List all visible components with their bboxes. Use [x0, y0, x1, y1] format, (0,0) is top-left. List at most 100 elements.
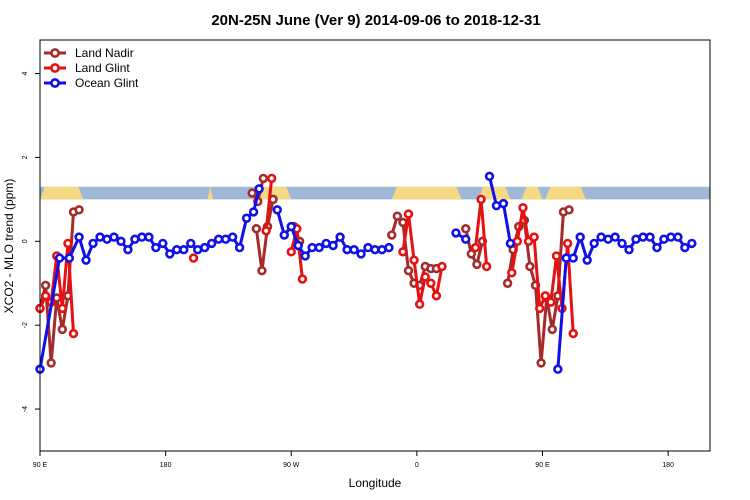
series-0	[35, 173, 574, 368]
series-1-point-6-0	[507, 268, 517, 278]
series-layer	[35, 171, 697, 374]
series-0-point-4-3	[403, 265, 414, 276]
series-0-point-4-0	[387, 230, 397, 240]
series-0-point-5-1	[466, 249, 477, 259]
series-2-point-4-5	[589, 238, 599, 249]
series-1-point-4-3	[414, 299, 425, 309]
series-1-point-0-4	[57, 303, 68, 314]
series-2-point-3-2	[498, 198, 509, 209]
series-2	[35, 171, 697, 374]
series-1-point-6-10	[562, 238, 573, 249]
y-axis: -4 -2 0 2 4	[22, 72, 40, 412]
series-0-point-5-0	[461, 224, 471, 234]
x-tick-label-1: 180	[160, 462, 172, 469]
series-2-point-0-4	[81, 255, 91, 265]
y-tick-label-3: 2	[22, 155, 29, 159]
land-segment-3	[391, 186, 462, 200]
legend-marker-2	[50, 78, 60, 88]
series-2-point-1-0	[272, 205, 282, 215]
series-2-point-0-1	[54, 253, 65, 263]
series-2-point-0-5	[88, 238, 98, 249]
land-segment-0	[40, 186, 84, 200]
series-2-line-4	[556, 235, 693, 370]
series-2-point-0-29	[254, 184, 264, 194]
series-1-point-4-2	[409, 255, 419, 265]
series-1-point-5-2	[481, 261, 492, 272]
series-2-point-0-16	[165, 249, 175, 259]
series-1-point-6-8	[551, 251, 562, 261]
series-2-point-0-19	[186, 238, 196, 249]
x-axis-label: Longitude	[349, 476, 402, 490]
series-2-point-0-8	[109, 232, 119, 242]
series-1-line-4	[401, 212, 444, 306]
series-0-point-6-0	[502, 278, 513, 288]
series-2-point-4-3	[575, 232, 585, 242]
land-segment-5	[521, 186, 543, 200]
series-2-point-0-22	[206, 238, 217, 249]
x-tick-label-0: 90 E	[33, 462, 48, 469]
series-1-point-6-7	[546, 297, 556, 307]
series-1-point-4-4	[420, 272, 430, 282]
y-tick-label-4: 4	[22, 72, 29, 76]
y-tick-label-1: -2	[22, 322, 29, 328]
series-1-point-3-2	[297, 274, 308, 284]
series-2-point-0-14	[151, 242, 161, 253]
series-2-point-1-2	[286, 221, 296, 232]
series-2-point-4-2	[568, 253, 578, 263]
x-tick-label-3: 0	[415, 462, 419, 469]
series-1-point-6-2	[518, 203, 528, 213]
series-1-point-4-5	[426, 278, 436, 288]
series-2-point-2-0	[451, 228, 461, 238]
series-2-point-1-8	[328, 240, 338, 251]
series-2-point-4-14	[652, 242, 662, 253]
series-1-point-4-0	[398, 247, 408, 257]
series-0-point-6-11	[564, 205, 574, 215]
series-0-point-4-2	[398, 217, 408, 228]
series-2-line-3	[487, 175, 512, 244]
series-1-line-2	[264, 178, 274, 231]
series-2-point-0-13	[144, 232, 154, 242]
series-0-point-0-7	[74, 205, 84, 215]
series-2-point-1-4	[300, 251, 310, 261]
x-tick-label-5: 180	[662, 462, 674, 469]
series-2-point-4-17	[673, 232, 683, 242]
series-2-point-0-10	[123, 244, 133, 255]
series-2-point-4-19	[687, 238, 697, 249]
series-1-point-4-1	[403, 209, 414, 219]
series-2-point-1-12	[356, 249, 366, 259]
series-1-point-0-1	[40, 291, 51, 301]
series-2-point-0-9	[116, 236, 126, 247]
series-2-point-0-2	[64, 253, 75, 263]
series-1-point-0-5	[63, 238, 73, 249]
x-tick-label-4: 90 E	[535, 462, 550, 469]
series-2-point-3-0	[484, 171, 495, 182]
series-2-point-4-9	[617, 238, 627, 249]
plot-frame	[39, 39, 711, 452]
series-0-point-6-6	[536, 358, 546, 368]
series-1-point-0-6	[68, 328, 79, 339]
series-0-point-0-4	[57, 324, 68, 335]
series-2-point-1-9	[335, 232, 345, 242]
series-1-point-4-7	[437, 261, 447, 272]
series-0-point-0-2	[46, 358, 56, 368]
series-0-point-2-0	[251, 224, 262, 234]
series-0-point-0-1	[40, 280, 51, 291]
series-2-point-0-27	[241, 213, 252, 223]
series-1-point-5-0	[470, 242, 481, 253]
series-1-point-6-6	[540, 291, 550, 301]
series-2-point-1-11	[349, 244, 359, 255]
legend-marker-0	[50, 48, 60, 58]
land-segment-1	[207, 186, 214, 200]
series-2-point-3-3	[505, 238, 516, 249]
series-0-point-1-2	[258, 173, 269, 184]
series-1-point-6-11	[568, 328, 578, 339]
series-2-point-0-25	[227, 232, 238, 242]
series-1-point-2-1	[267, 173, 277, 184]
legend-label-2: Ocean Glint	[75, 76, 139, 90]
land-mask-band	[40, 186, 710, 200]
series-2-point-1-16	[384, 242, 394, 253]
series-1-line-5	[474, 197, 489, 267]
ocean-band	[40, 186, 710, 200]
series-2-point-4-8	[610, 232, 620, 242]
